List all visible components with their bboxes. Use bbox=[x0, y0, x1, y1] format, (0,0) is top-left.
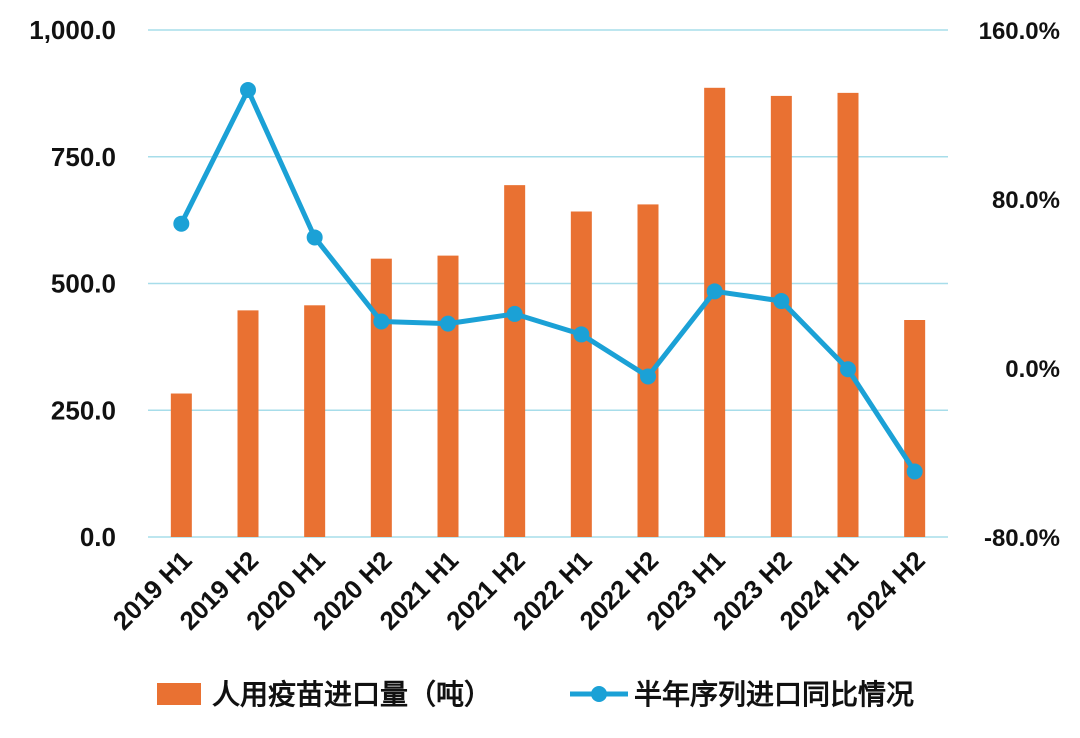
gridlines bbox=[148, 29, 948, 538]
legend-label-line: 半年序列进口同比情况 bbox=[634, 678, 914, 711]
legend-swatch-marker bbox=[591, 686, 607, 702]
right-axis-ticks: -80.0% 0.0% 80.0% 160.0% bbox=[979, 18, 1060, 552]
y-right-tick-label: -80.0% bbox=[984, 525, 1060, 552]
y-right-tick-label: 80.0% bbox=[992, 187, 1060, 214]
line-point bbox=[573, 326, 590, 343]
line-series bbox=[173, 81, 923, 480]
y-left-tick-label: 750.0 bbox=[51, 142, 116, 172]
line-point bbox=[440, 315, 456, 332]
line-point bbox=[840, 361, 856, 378]
bar bbox=[904, 320, 926, 537]
y-left-tick-label: 500.0 bbox=[51, 269, 116, 299]
bar bbox=[504, 185, 526, 537]
bar bbox=[237, 310, 259, 537]
y-left-tick-label: 250.0 bbox=[51, 395, 116, 425]
bar-series bbox=[170, 87, 926, 538]
bar bbox=[837, 92, 859, 538]
legend: 人用疫苗进口量（吨） 半年序列进口同比情况 bbox=[157, 678, 914, 711]
bar bbox=[370, 258, 392, 537]
bar bbox=[570, 211, 592, 538]
line-point bbox=[706, 283, 723, 300]
y-left-tick-label: 0.0 bbox=[80, 522, 116, 552]
bar bbox=[770, 95, 792, 537]
y-right-tick-label: 0.0% bbox=[1005, 356, 1060, 383]
line-point bbox=[173, 215, 190, 232]
y-left-tick-label: 1,000.0 bbox=[29, 15, 116, 45]
line-path bbox=[178, 87, 918, 474]
line-point bbox=[640, 368, 656, 385]
legend-label-bar: 人用疫苗进口量（吨） bbox=[212, 678, 492, 711]
bar bbox=[704, 87, 726, 537]
line-point bbox=[373, 313, 390, 330]
line-point bbox=[306, 229, 323, 246]
bar bbox=[437, 255, 459, 538]
legend-swatch-bar bbox=[157, 683, 201, 705]
line-point bbox=[906, 463, 923, 480]
line-point bbox=[240, 81, 256, 98]
line-point bbox=[773, 293, 790, 310]
y-right-tick-label: 160.0% bbox=[979, 18, 1060, 45]
bar bbox=[170, 393, 192, 537]
bar bbox=[304, 305, 326, 537]
line-point bbox=[506, 305, 523, 322]
left-axis-ticks: 0.0 250.0 500.0 750.0 1,000.0 bbox=[29, 15, 116, 552]
